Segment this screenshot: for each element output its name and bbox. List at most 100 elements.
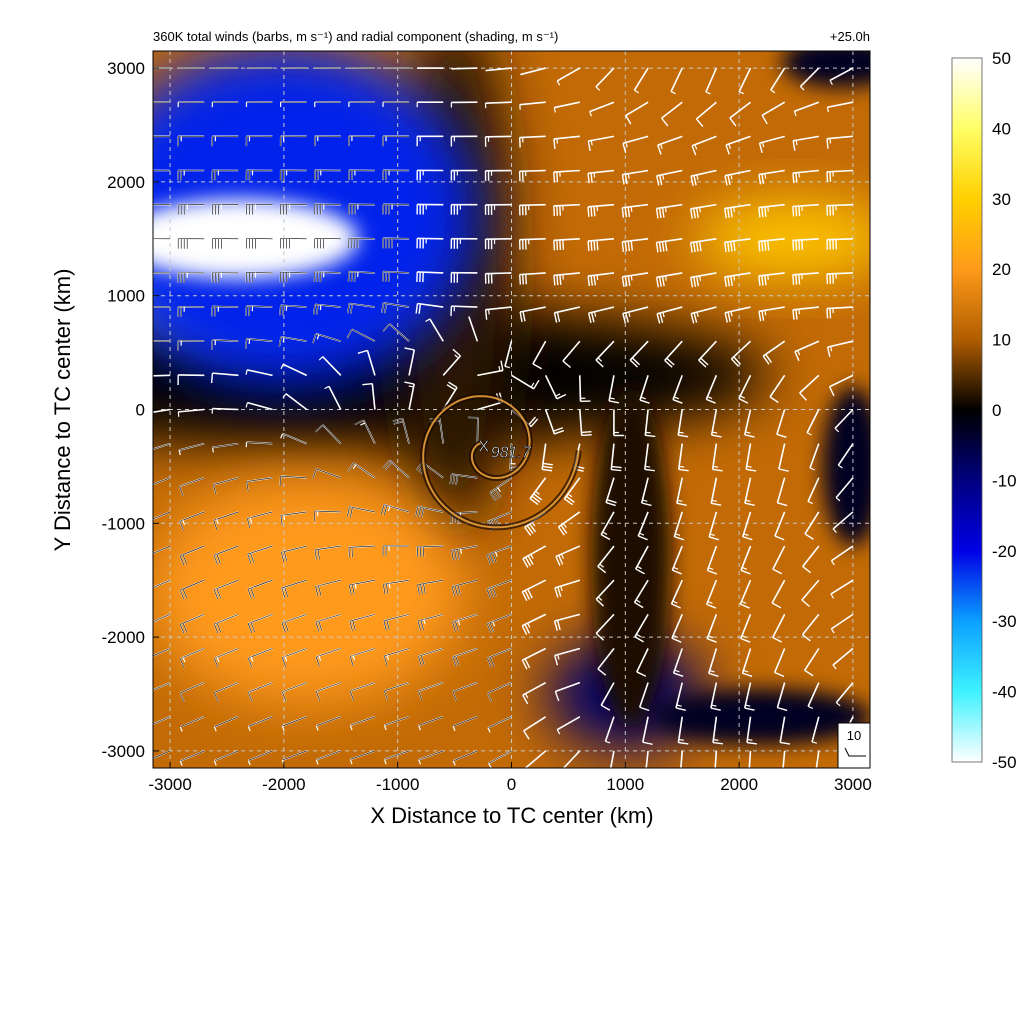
wind-barb	[245, 169, 273, 181]
wind-barb	[211, 339, 239, 350]
chart-title: 360K total winds (barbs, m s⁻¹) and radi…	[153, 29, 558, 44]
wind-barb	[468, 316, 479, 342]
wind-barb	[213, 511, 239, 530]
wind-barb	[640, 477, 652, 507]
wind-barb	[279, 169, 307, 181]
wind-barb	[772, 613, 786, 643]
wind-barb	[518, 203, 546, 216]
wind-barb	[809, 443, 820, 471]
wind-barb	[835, 477, 854, 502]
wind-barb	[381, 302, 410, 314]
wind-barb	[280, 545, 307, 563]
wind-barb	[673, 511, 685, 541]
colorbar-tick-label: 0	[992, 401, 1001, 420]
wind-barb	[450, 203, 478, 215]
wind-barb	[451, 545, 478, 561]
wind-barb	[595, 579, 615, 607]
wind-barb	[638, 682, 650, 712]
wind-barb	[177, 169, 205, 181]
wind-barb	[245, 101, 273, 108]
wind-barb	[349, 750, 376, 765]
wind-barb	[655, 272, 683, 288]
wind-barb	[519, 101, 546, 110]
wind-barb	[383, 750, 410, 765]
wind-barb	[773, 648, 786, 677]
wind-barb	[544, 409, 565, 435]
y-tick-label: 2000	[107, 173, 145, 192]
wind-barb	[486, 613, 512, 634]
wind-barb	[211, 237, 239, 249]
wind-barb	[177, 237, 205, 249]
shading-field	[153, 51, 870, 751]
wind-barb	[633, 67, 649, 94]
wind-barb	[348, 237, 375, 249]
wind-barb	[761, 101, 786, 125]
wind-barb	[621, 237, 649, 252]
wind-barb	[799, 67, 820, 91]
wind-barbs	[153, 66, 854, 768]
wind-barb	[738, 67, 752, 95]
wind-barb	[153, 716, 171, 726]
wind-barb	[792, 272, 819, 285]
wind-barb	[348, 579, 376, 596]
wind-barb	[656, 169, 683, 186]
wind-barb	[608, 375, 620, 404]
wind-barb	[690, 169, 717, 187]
wind-barb	[153, 750, 171, 760]
wind-barb	[553, 272, 580, 286]
wind-barb	[600, 682, 615, 711]
wind-barb	[671, 614, 683, 643]
wind-barb	[834, 408, 854, 433]
wind-barb	[553, 306, 580, 323]
wind-barb	[349, 647, 376, 667]
wind-barb	[724, 237, 751, 253]
wind-barb	[600, 511, 615, 541]
wind-barb	[245, 401, 273, 411]
wind-barb	[557, 511, 581, 536]
wind-barb	[521, 647, 547, 670]
wind-barb	[613, 409, 624, 437]
wind-barb	[418, 750, 444, 765]
wind-barb	[553, 203, 580, 216]
wind-barb	[762, 340, 786, 365]
wind-barb	[758, 203, 785, 218]
wind-barb	[153, 408, 171, 414]
wind-barb	[801, 613, 820, 642]
wind-barb	[554, 681, 581, 702]
wind-key-barb	[844, 747, 866, 757]
wind-barb	[280, 511, 307, 526]
wind-barb	[532, 340, 547, 370]
wind-barb	[655, 203, 683, 219]
wind-barb	[826, 340, 854, 358]
wind-barb	[794, 340, 820, 362]
wind-barb	[556, 67, 581, 86]
wind-barb	[315, 750, 342, 765]
wind-barb	[324, 385, 342, 410]
wind-barb	[177, 305, 205, 317]
wind-barb	[706, 545, 718, 575]
wind-barb	[724, 203, 751, 219]
wind-barb	[578, 375, 591, 403]
wind-barb	[415, 505, 444, 518]
wind-barb	[418, 716, 444, 731]
wind-barb	[179, 716, 205, 732]
wind-barb	[664, 340, 683, 368]
wind-barb	[349, 681, 376, 701]
wind-barb	[740, 545, 752, 575]
wind-barb	[553, 613, 580, 631]
wind-barb	[314, 135, 341, 147]
y-tick-label: -2000	[102, 628, 145, 647]
wind-barb	[672, 375, 683, 404]
center-pressure-label: 981.7	[491, 444, 532, 461]
wind-barb	[383, 681, 410, 701]
wind-barb	[676, 477, 687, 506]
wind-barb	[677, 716, 689, 745]
wind-barb	[597, 648, 615, 676]
wind-barb	[179, 681, 205, 703]
y-tick-label: 0	[136, 401, 145, 420]
wind-barb	[729, 101, 751, 127]
wind-barb	[622, 135, 649, 154]
dark-lane	[591, 387, 671, 728]
wind-barb	[792, 306, 819, 320]
wind-barb	[354, 419, 376, 444]
